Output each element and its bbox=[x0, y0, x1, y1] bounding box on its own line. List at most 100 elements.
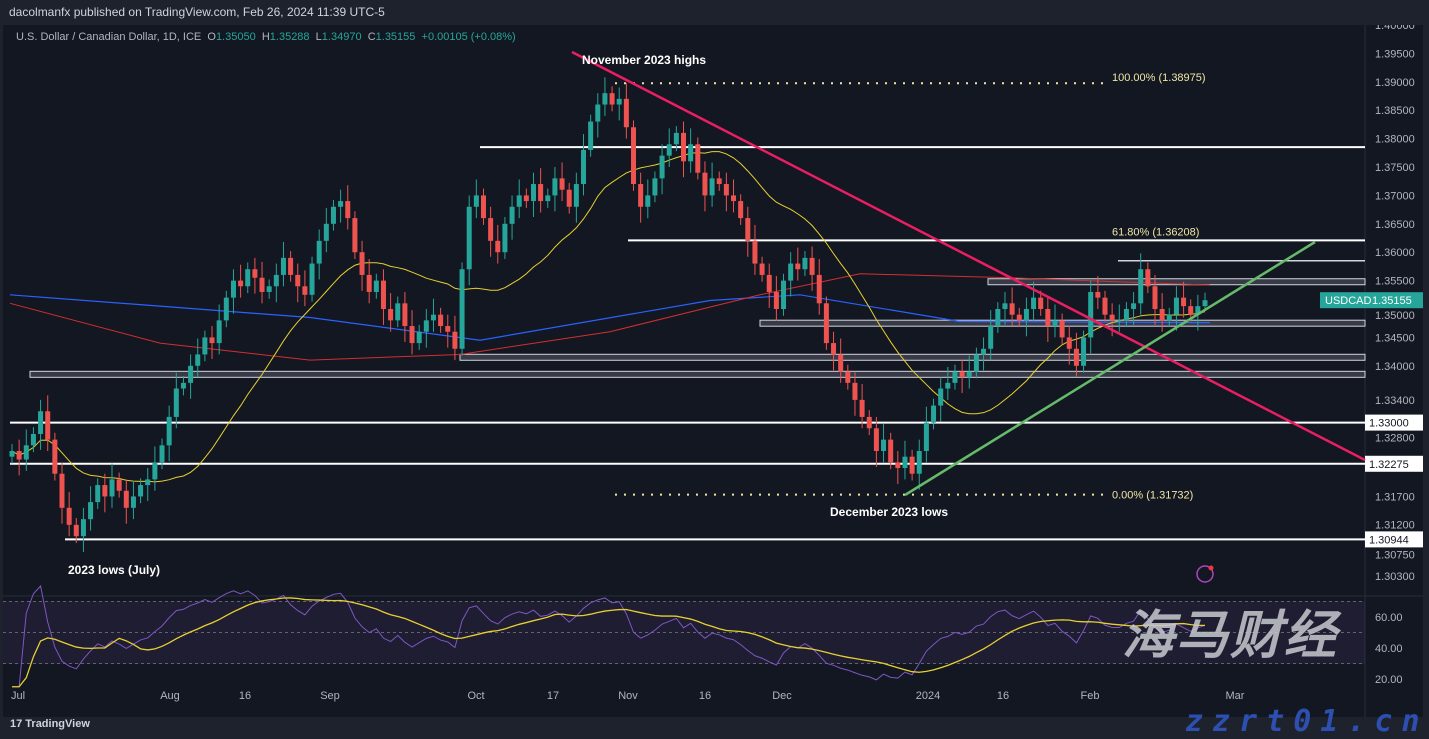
candle-body bbox=[609, 93, 615, 105]
time-tick: Feb bbox=[1081, 690, 1100, 702]
candle-body bbox=[1045, 309, 1051, 327]
publish-header: dacolmanfx published on TradingView.com,… bbox=[0, 0, 1429, 25]
candle-body bbox=[580, 149, 586, 185]
candle-body bbox=[338, 201, 344, 207]
price-tick: 1.36500 bbox=[1375, 219, 1415, 231]
candle-body bbox=[602, 93, 608, 105]
chart-annotation: 2023 lows (July) bbox=[68, 563, 160, 577]
candle-body bbox=[652, 178, 658, 196]
candle-body bbox=[1173, 297, 1179, 315]
candle-body bbox=[1195, 306, 1201, 315]
candle-body bbox=[1202, 300, 1208, 307]
candle-body bbox=[1059, 320, 1065, 338]
candle-body bbox=[902, 456, 908, 469]
candle-body bbox=[73, 524, 79, 537]
candle-body bbox=[395, 303, 401, 321]
candle-body bbox=[195, 354, 201, 366]
candle-body bbox=[1002, 303, 1008, 309]
support-resistance-zone bbox=[987, 278, 1366, 286]
watermark-url: zzrt01.cn bbox=[1185, 704, 1429, 739]
candle-body bbox=[1095, 291, 1101, 298]
candle-body bbox=[145, 479, 151, 486]
candle-body bbox=[295, 274, 301, 287]
candle-body bbox=[280, 257, 286, 275]
candle-body bbox=[923, 422, 929, 451]
close-label: C bbox=[367, 31, 376, 43]
level-price-label-box bbox=[1365, 455, 1423, 472]
candle-body bbox=[881, 439, 887, 451]
candle-body bbox=[631, 127, 637, 185]
candle-body bbox=[788, 263, 794, 281]
candle-body bbox=[130, 496, 136, 508]
change-value: +0.00105 (+0.08%) bbox=[421, 31, 516, 43]
candle-body bbox=[723, 184, 729, 196]
candle-body bbox=[688, 144, 694, 162]
candle-body bbox=[952, 371, 958, 383]
candle-body bbox=[681, 132, 687, 162]
support-resistance-zone bbox=[459, 353, 1366, 361]
candle-body bbox=[330, 206, 336, 224]
candle-body bbox=[216, 320, 222, 344]
price-tick: 1.34500 bbox=[1375, 332, 1415, 344]
candle-body bbox=[316, 240, 322, 264]
candle-body bbox=[545, 195, 551, 202]
time-tick: Nov bbox=[618, 690, 638, 702]
candle-body bbox=[1116, 320, 1122, 322]
candle-body bbox=[259, 277, 265, 292]
downtrend-line bbox=[571, 50, 1366, 462]
level-price-label: 1.33000 bbox=[1369, 418, 1409, 430]
price-tick: 1.38000 bbox=[1375, 134, 1415, 146]
tradingview-logo[interactable]: 17 TradingView bbox=[10, 718, 90, 730]
notification-dot-icon bbox=[1208, 565, 1214, 571]
ma-short-line bbox=[11, 151, 1206, 483]
candle-body bbox=[1166, 314, 1172, 321]
candle-body bbox=[945, 382, 951, 389]
candle-body bbox=[152, 462, 158, 480]
close-value: 1.35155 bbox=[375, 31, 416, 43]
candle-body bbox=[1123, 309, 1129, 321]
candle-body bbox=[52, 439, 58, 474]
candle-body bbox=[466, 206, 472, 270]
candle-body bbox=[530, 184, 536, 202]
rsi-tick: 60.00 bbox=[1375, 612, 1403, 624]
candle-body bbox=[852, 382, 858, 400]
candle-body bbox=[866, 416, 872, 429]
candle-body bbox=[116, 479, 122, 491]
candle-body bbox=[166, 416, 172, 446]
candle-body bbox=[59, 473, 65, 508]
chart-annotation: November 2023 highs bbox=[582, 53, 706, 67]
candle-body bbox=[873, 428, 879, 451]
candle-body bbox=[138, 485, 144, 497]
price-tick: 1.30300 bbox=[1375, 571, 1415, 583]
candle-body bbox=[702, 172, 708, 196]
candle-body bbox=[909, 456, 915, 474]
price-tick: 1.30750 bbox=[1375, 549, 1415, 561]
candle-body bbox=[916, 451, 922, 474]
candle-body bbox=[716, 178, 722, 185]
chart-area[interactable]: 60.00 40.00 20.00 1.40000 1.39500 1.39000 1.38… bbox=[3, 25, 1423, 717]
candle-body bbox=[738, 201, 744, 219]
candle-body bbox=[66, 507, 72, 525]
candle-body bbox=[188, 365, 194, 383]
candle-body bbox=[495, 240, 501, 253]
low-value: 1.34970 bbox=[321, 31, 362, 43]
candle-body bbox=[1159, 309, 1165, 321]
candle-body bbox=[895, 462, 901, 469]
candle-body bbox=[373, 280, 379, 292]
rsi-line bbox=[12, 584, 1206, 688]
candle-body bbox=[9, 451, 15, 457]
candle-body bbox=[666, 144, 672, 156]
candle-body bbox=[323, 223, 329, 241]
price-tick: 1.40000 bbox=[1375, 25, 1415, 32]
open-label: O bbox=[207, 31, 216, 43]
candle-body bbox=[359, 252, 365, 275]
candle-body bbox=[673, 132, 679, 145]
price-chart[interactable]: 60.00 40.00 20.00 1.40000 1.39500 1.39000 1.38… bbox=[3, 25, 1423, 717]
time-tick: Mar bbox=[1226, 690, 1245, 702]
support-resistance-zone bbox=[29, 370, 1366, 378]
ma-mid-line bbox=[9, 273, 1211, 361]
price-tick: 1.39000 bbox=[1375, 77, 1415, 89]
candle-body bbox=[845, 371, 851, 383]
time-tick: 2024 bbox=[916, 690, 940, 702]
candle-body bbox=[552, 178, 558, 196]
